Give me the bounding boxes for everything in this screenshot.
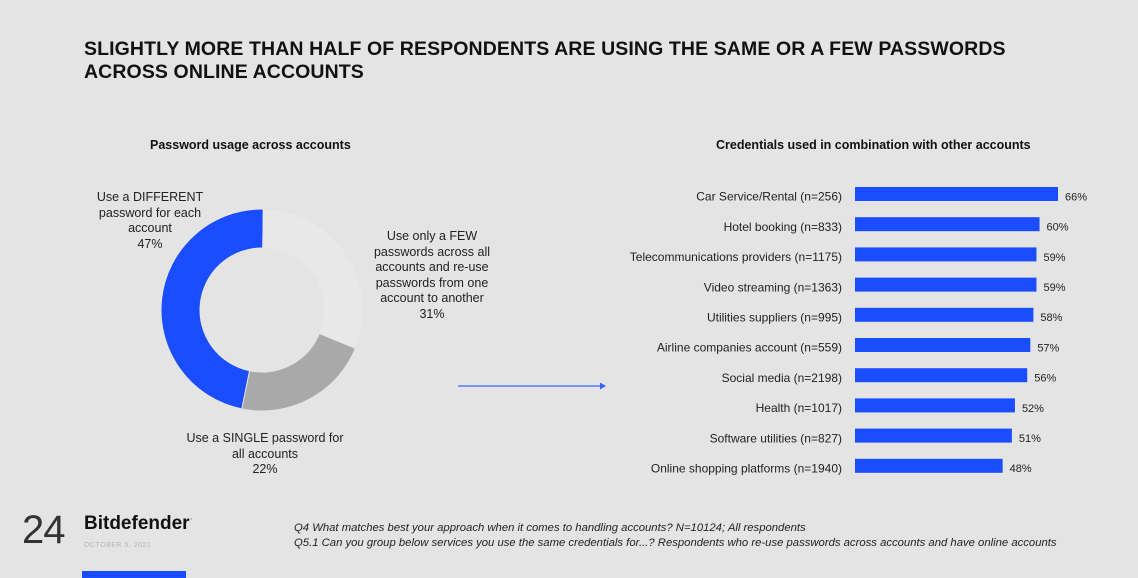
donut-label-line: 31% (419, 306, 445, 321)
bar (855, 368, 1028, 383)
donut-label-line: password for each (98, 205, 202, 220)
page-title: SLIGHTLY MORE THAN HALF OF RESPONDENTS A… (84, 38, 1006, 83)
accent-bar (82, 571, 186, 578)
donut-slice-1 (262, 208, 364, 350)
footnote-q5: Q5.1 Can you group below services you us… (294, 537, 1057, 549)
footnote-q4: Q4 What matches best your approach when … (294, 522, 806, 534)
brand-logo: Bitdefender· (84, 513, 193, 535)
bar-category-label: Airline companies account (n=559) (657, 341, 842, 355)
donut-label-line: Use only a FEW (386, 229, 478, 243)
bar-category-label: Hotel booking (n=833) (724, 220, 842, 234)
bar (855, 277, 1037, 292)
donut-label-different: Use a DIFFERENT password for each account 4… (80, 190, 220, 252)
bar-value-label: 59% (1043, 252, 1065, 264)
donut-label-line: account (128, 221, 172, 235)
donut-label-line: all accounts (231, 446, 298, 461)
bar (855, 338, 1031, 352)
bar-chart-title: Credentials used in combination with oth… (716, 138, 1031, 152)
bar-value-label: 57% (1037, 342, 1059, 354)
bar-category-label: Car Service/Rental (n=256) (696, 190, 842, 204)
bar (855, 398, 1015, 413)
bar (855, 187, 1058, 201)
bar-category-label: Video streaming (n=1363) (704, 280, 842, 294)
report-date: OCTOBER 5, 2021 (84, 542, 152, 549)
bar-value-label: 66% (1065, 191, 1087, 203)
page-number: 24 (22, 508, 65, 552)
donut-label-line: passwords from one (375, 275, 489, 290)
donut-label-line: 47% (137, 236, 163, 251)
brand-mark: · (189, 513, 193, 525)
donut-slice-2 (241, 332, 357, 412)
connector-arrow-head (600, 382, 606, 390)
bar-value-label: 52% (1022, 403, 1044, 415)
donut-label-few: Use only a FEW passwords across all accoun… (352, 229, 512, 322)
bar-category-label: Telecommunications providers (n=1175) (630, 250, 842, 264)
donut-label-single: Use a SINGLE password for all accounts 22% (165, 431, 365, 478)
bar-category-label: Utilities suppliers (n=995) (707, 310, 842, 324)
bar (855, 217, 1040, 232)
bar-value-label: 59% (1043, 282, 1065, 294)
bar-value-label: 58% (1040, 312, 1062, 324)
bar-value-label: 48% (1010, 463, 1032, 475)
donut-label-line: Use a DIFFERENT (96, 190, 204, 204)
bar (855, 247, 1037, 262)
donut-label-line: accounts and re-use (375, 260, 489, 274)
bar-category-label: Online shopping platforms (n=1940) (651, 461, 842, 475)
bar (855, 307, 1034, 322)
donut-label-line: Use a SINGLE password for (186, 431, 344, 445)
bar-category-label: Software utilities (n=827) (710, 431, 842, 445)
donut-slice-0 (160, 208, 264, 410)
donut-label-line: 22% (252, 462, 278, 476)
bar-value-label: 56% (1034, 373, 1056, 385)
bar (855, 458, 1003, 473)
donut-label-line: account to another (380, 291, 484, 305)
donut-label-line: passwords across all (373, 244, 490, 259)
brand-name: Bitdefender (84, 513, 190, 534)
bar-value-label: 60% (1047, 222, 1069, 234)
donut-chart-title: Password usage across accounts (150, 138, 351, 152)
bar-value-label: 51% (1019, 433, 1041, 445)
footnotes: Q4 What matches best your approach when … (294, 521, 1114, 551)
bar-category-label: Health (n=1017) (756, 401, 842, 415)
bar (855, 428, 1012, 443)
bar-category-label: Social media (n=2198) (722, 371, 842, 385)
